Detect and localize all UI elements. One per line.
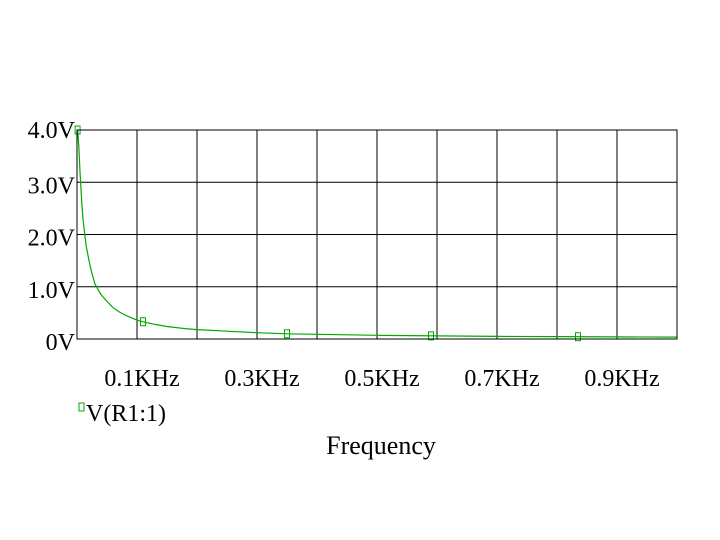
plot-frame — [76, 129, 678, 340]
x-tick-label-1: 0.3KHz — [224, 366, 299, 392]
legend: V(R1:1) — [78, 401, 166, 427]
y-tick-label-1: 1.0V — [28, 278, 76, 304]
legend-marker — [78, 402, 85, 412]
y-axis: 0V 1.0V 2.0V 3.0V 4.0V — [28, 118, 76, 356]
x-tick-label-2: 0.5KHz — [344, 366, 419, 392]
series-marker-2 — [284, 329, 290, 339]
series-marker-3 — [428, 331, 434, 341]
x-axis-label: Frequency — [326, 431, 436, 460]
y-tick-label-0: 0V — [46, 330, 76, 356]
series-layer — [74, 125, 678, 342]
legend-series-label: V(R1:1) — [86, 401, 166, 427]
x-tick-label-3: 0.7KHz — [464, 366, 539, 392]
y-tick-label-4: 4.0V — [28, 118, 76, 144]
y-tick-label-3: 3.0V — [28, 173, 76, 199]
y-tick-label-2: 2.0V — [28, 226, 76, 252]
series-marker-4 — [575, 332, 581, 342]
grid — [77, 130, 677, 339]
series-marker-1 — [140, 317, 146, 327]
x-axis: 0.1KHz 0.3KHz 0.5KHz 0.7KHz 0.9KHz — [104, 366, 659, 392]
x-tick-label-4: 0.9KHz — [584, 366, 659, 392]
x-tick-label-0: 0.1KHz — [104, 366, 179, 392]
